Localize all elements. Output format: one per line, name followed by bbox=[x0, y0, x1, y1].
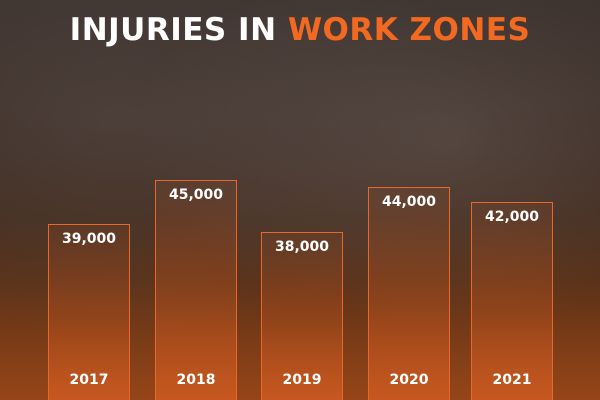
bar-2020: 44,000 2020 bbox=[368, 187, 450, 400]
value-label: 44,000 bbox=[381, 194, 437, 211]
title-accent: WORK ZONES bbox=[287, 12, 531, 48]
value-label: 42,000 bbox=[484, 208, 540, 225]
year-label: 2019 bbox=[282, 372, 322, 388]
year-label: 2018 bbox=[176, 372, 216, 388]
year-label: 2017 bbox=[69, 372, 109, 388]
value-label: 38,000 bbox=[274, 238, 330, 255]
year-label: 2021 bbox=[492, 372, 532, 388]
bar-2021: 42,000 2021 bbox=[471, 201, 553, 400]
bar-2017: 39,000 2017 bbox=[48, 224, 130, 400]
chart-title: INJURIES IN WORK ZONES bbox=[0, 12, 600, 48]
bar-2019: 38,000 2019 bbox=[261, 231, 343, 400]
value-label: 39,000 bbox=[61, 231, 117, 248]
bar-2018: 45,000 2018 bbox=[155, 179, 237, 400]
title-plain: INJURIES IN bbox=[69, 12, 288, 48]
year-label: 2020 bbox=[389, 372, 429, 388]
value-label: 45,000 bbox=[168, 186, 224, 203]
